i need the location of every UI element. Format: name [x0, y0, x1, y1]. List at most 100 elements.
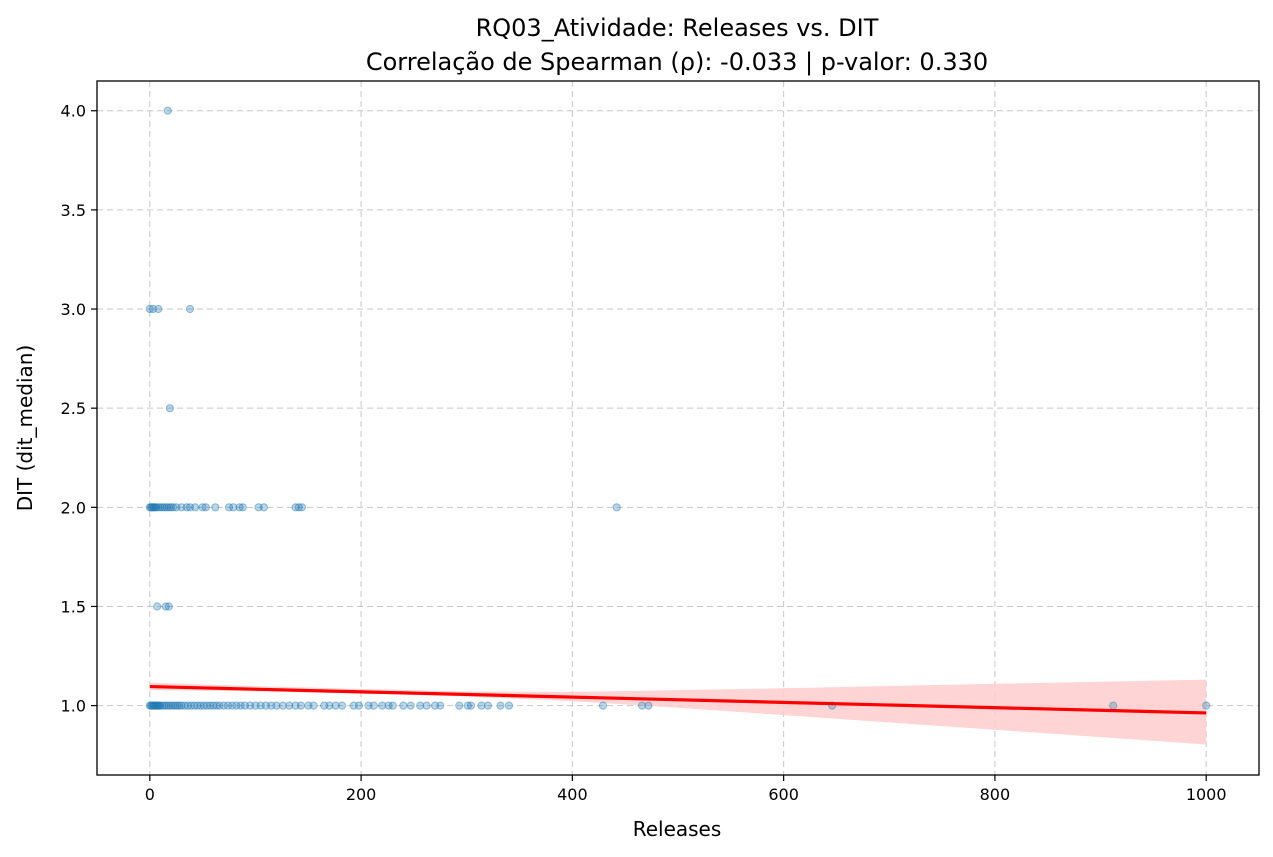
x-tick-label: 800	[980, 785, 1011, 804]
data-point	[160, 701, 169, 710]
data-point	[177, 503, 186, 512]
data-point	[152, 503, 161, 512]
data-point	[483, 701, 492, 710]
data-point	[338, 701, 347, 710]
y-tick-label: 2.5	[61, 399, 86, 418]
chart-title: RQ03_Atividade: Releases vs. DIT	[476, 14, 879, 42]
data-point	[154, 701, 163, 710]
data-point	[186, 701, 196, 710]
data-point	[158, 701, 167, 710]
data-point	[154, 503, 163, 512]
data-point	[180, 701, 189, 710]
data-point	[291, 701, 300, 710]
y-tick-label: 3.5	[61, 201, 86, 220]
data-point	[145, 701, 154, 710]
data-point	[185, 304, 195, 314]
data-point	[256, 701, 265, 710]
y-tick-label: 4.0	[61, 102, 86, 121]
data-point	[304, 701, 313, 710]
confidence-band	[149, 679, 1207, 745]
data-point	[331, 701, 340, 710]
data-point	[349, 701, 358, 710]
data-point	[154, 304, 163, 314]
data-point	[145, 304, 154, 314]
data-point	[466, 701, 476, 710]
data-point	[156, 503, 165, 512]
data-point	[364, 701, 373, 710]
data-point	[161, 602, 170, 611]
x-axis-label: Releases	[633, 817, 722, 841]
data-point	[149, 503, 159, 512]
data-point	[496, 701, 505, 710]
data-point	[246, 701, 255, 710]
data-point	[166, 701, 175, 710]
regression-layer	[149, 684, 1207, 715]
data-point	[183, 701, 192, 710]
x-axis-ticks: 0 200 400 600 800 1000	[145, 775, 1227, 804]
data-point	[191, 503, 200, 512]
data-point	[199, 701, 208, 710]
data-point	[147, 701, 156, 710]
y-tick-label: 1.5	[61, 597, 86, 616]
data-point	[236, 701, 245, 710]
data-point	[165, 404, 174, 413]
data-point	[171, 701, 180, 710]
y-tick-label: 2.0	[61, 498, 86, 517]
data-point	[182, 503, 191, 512]
x-tick-label: 600	[768, 785, 799, 804]
data-point	[201, 503, 210, 512]
data-point	[169, 503, 178, 512]
data-point	[224, 503, 234, 512]
y-tick-label: 1.0	[61, 697, 86, 716]
data-point	[384, 701, 393, 710]
data-point	[278, 701, 287, 710]
data-point	[151, 701, 160, 710]
data-point	[294, 503, 303, 512]
data-point	[215, 701, 224, 710]
data-point	[285, 701, 294, 710]
data-point	[190, 701, 199, 710]
data-point	[149, 701, 159, 710]
data-point	[477, 701, 486, 710]
x-tick-label: 1000	[1186, 785, 1227, 804]
data-point	[164, 602, 173, 611]
data-point	[185, 503, 195, 512]
x-tick-label: 0	[145, 785, 155, 804]
x-tick-label: 200	[346, 785, 377, 804]
data-point	[320, 701, 329, 710]
data-point	[261, 701, 271, 710]
data-point	[638, 701, 647, 710]
confidence-band-layer	[149, 679, 1207, 745]
data-point	[148, 304, 158, 314]
data-point	[598, 701, 608, 710]
data-point	[223, 701, 233, 710]
data-point	[152, 701, 161, 710]
data-point	[1109, 701, 1118, 710]
data-point	[169, 701, 178, 710]
data-point	[193, 701, 202, 710]
x-tick-label: 400	[557, 785, 588, 804]
data-point	[416, 701, 425, 710]
regression-line	[149, 684, 1207, 715]
data-point	[151, 503, 160, 512]
data-point	[463, 701, 472, 710]
data-point	[162, 503, 171, 512]
data-point	[164, 503, 173, 512]
data-point	[235, 503, 244, 512]
data-point	[232, 701, 241, 710]
data-point	[291, 503, 300, 512]
data-point	[325, 701, 334, 710]
data-point	[146, 503, 155, 512]
data-point	[1202, 701, 1211, 710]
data-point	[146, 701, 155, 710]
data-point	[212, 701, 221, 710]
data-point	[296, 701, 305, 710]
data-point	[202, 701, 211, 710]
data-point	[173, 701, 182, 710]
data-point	[160, 503, 169, 512]
data-points	[145, 106, 1211, 710]
data-point	[228, 701, 237, 710]
data-point	[148, 503, 158, 512]
data-point	[436, 701, 445, 710]
